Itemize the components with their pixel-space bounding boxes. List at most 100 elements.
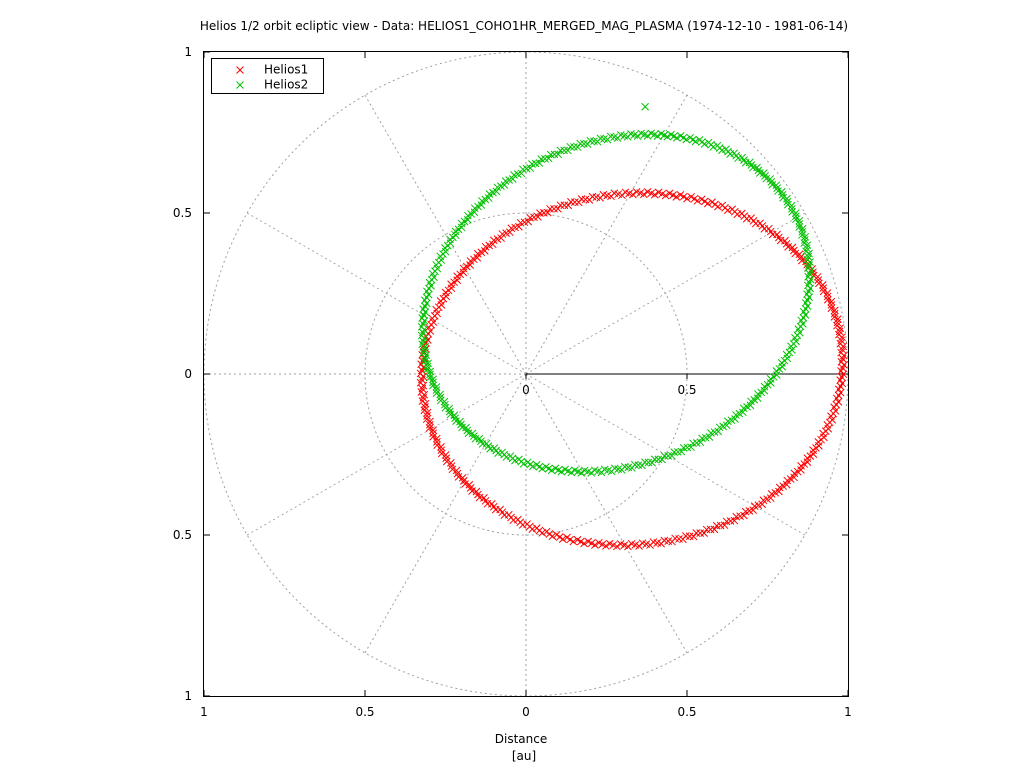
marker-stroke: [682, 135, 691, 144]
marker-stroke: [792, 212, 800, 221]
marker-stroke: [690, 194, 699, 203]
data-point: [681, 532, 690, 540]
marker-stroke: [556, 146, 565, 155]
marker-stroke: [567, 198, 575, 206]
marker-stroke: [827, 304, 836, 313]
marker-stroke: [660, 131, 669, 140]
marker-stroke: [815, 279, 823, 288]
data-point: [720, 521, 729, 530]
marker-stroke: [762, 174, 771, 183]
data-point: [679, 444, 688, 452]
marker-stroke: [554, 466, 563, 474]
data-point: [432, 434, 441, 443]
marker-stroke: [446, 235, 454, 244]
marker-stroke: [624, 542, 632, 551]
data-point: [728, 205, 737, 214]
data-point: [823, 292, 832, 301]
data-point: [429, 375, 437, 384]
marker-stroke: [571, 466, 579, 475]
marker-stroke: [693, 196, 702, 205]
marker-stroke: [629, 190, 637, 199]
marker-stroke: [422, 287, 431, 296]
marker-stroke: [607, 192, 615, 201]
marker-stroke: [458, 423, 466, 432]
marker-stroke: [425, 278, 434, 287]
marker-stroke: [425, 323, 433, 332]
marker-stroke: [425, 373, 434, 382]
data-point: [800, 239, 809, 247]
marker-stroke: [783, 197, 792, 206]
data-point: [831, 306, 839, 315]
data-point: [420, 345, 428, 354]
data-point: [560, 201, 569, 210]
marker-stroke: [660, 536, 669, 545]
marker-stroke: [420, 296, 429, 305]
series-helios2: [417, 102, 815, 477]
marker-stroke: [819, 287, 828, 296]
marker-stroke: [827, 301, 836, 309]
x-tick-label: 0.5: [677, 705, 696, 719]
marker-stroke: [676, 190, 685, 199]
marker-stroke: [433, 438, 441, 446]
marker-stroke: [700, 529, 708, 538]
data-point: [429, 378, 437, 387]
marker-stroke: [426, 417, 434, 426]
data-point: [668, 451, 676, 460]
marker-stroke: [441, 451, 450, 459]
data-point: [456, 417, 464, 426]
marker-stroke: [603, 135, 612, 144]
marker-stroke: [833, 315, 842, 323]
marker-stroke: [620, 462, 629, 471]
data-point: [544, 154, 553, 163]
data-point: [528, 525, 537, 533]
marker-stroke: [429, 432, 437, 441]
marker-stroke: [747, 161, 756, 169]
x-axis-unit: [au]: [512, 749, 536, 763]
data-point: [643, 188, 652, 196]
data-point: [647, 129, 656, 138]
marker-stroke: [420, 406, 429, 415]
marker-stroke: [654, 455, 663, 464]
data-point: [667, 130, 675, 139]
marker-stroke: [833, 321, 841, 330]
marker-stroke: [634, 461, 643, 470]
marker-stroke: [445, 404, 454, 413]
marker-stroke: [784, 200, 792, 209]
marker-stroke: [561, 465, 569, 474]
marker-stroke: [689, 135, 697, 144]
y-tick-label: 0.5: [173, 206, 192, 220]
data-point: [802, 247, 810, 256]
marker-stroke: [649, 538, 658, 546]
marker-stroke: [797, 256, 806, 265]
marker-stroke: [564, 201, 573, 210]
data-point: [795, 220, 804, 228]
marker-stroke: [583, 140, 592, 148]
marker-stroke: [788, 208, 797, 216]
marker-stroke: [740, 511, 748, 520]
data-point: [685, 532, 694, 541]
data-point: [827, 297, 836, 306]
marker-stroke: [436, 390, 445, 399]
marker-stroke: [767, 177, 776, 186]
marker-stroke: [647, 189, 656, 198]
marker-stroke: [436, 393, 445, 402]
marker-stroke: [783, 194, 791, 203]
marker-stroke: [632, 188, 641, 196]
marker-stroke: [554, 150, 563, 159]
marker-stroke: [696, 529, 705, 537]
data-point: [516, 218, 525, 227]
marker-stroke: [580, 466, 589, 475]
data-point: [695, 136, 704, 144]
data-point: [425, 420, 434, 429]
marker-stroke: [830, 313, 839, 321]
polar-radius-label: 0: [522, 383, 530, 397]
marker-stroke: [573, 535, 582, 544]
marker-stroke: [692, 529, 701, 537]
data-point: [429, 429, 437, 438]
marker-stroke: [605, 539, 614, 548]
data-point: [670, 448, 679, 456]
marker-stroke: [683, 194, 691, 203]
data-point: [421, 403, 429, 411]
data-point: [613, 542, 621, 551]
marker-stroke: [681, 532, 690, 540]
